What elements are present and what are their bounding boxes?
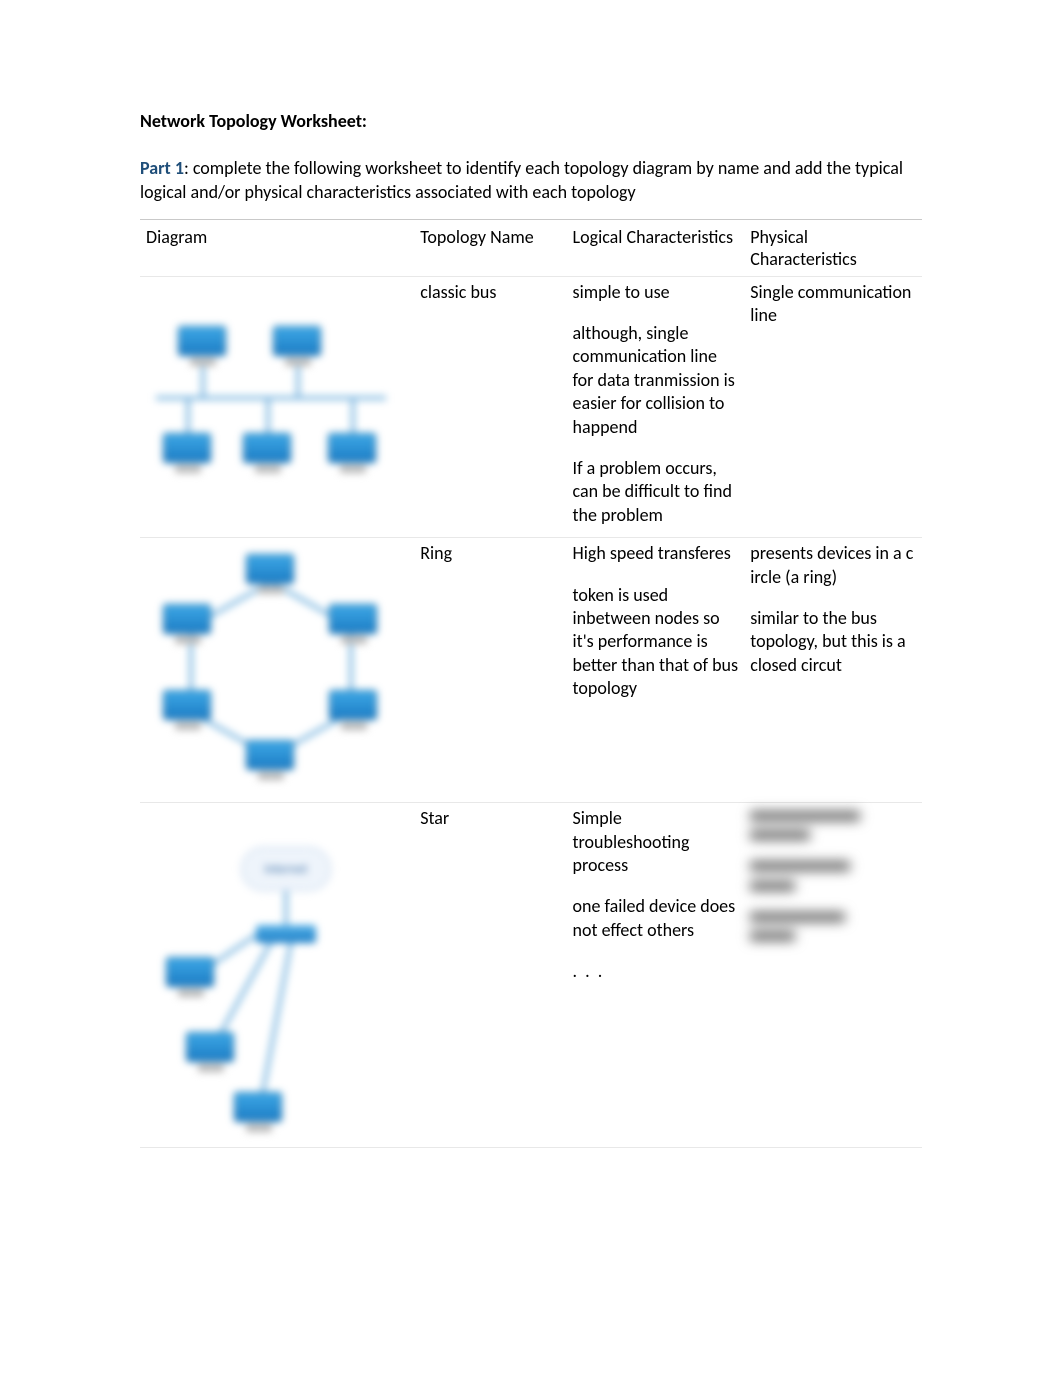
- physical-text: presents devices in a c ircle (a ring): [750, 542, 916, 589]
- col-header-logical: Logical Characteristics: [567, 219, 745, 276]
- physical-text: similar to the bus topology, but this is…: [750, 607, 916, 677]
- drop-cable: [201, 366, 205, 396]
- logical-text: If a problem occurs, can be difficult to…: [573, 457, 739, 527]
- diagram-cell: Internet: [140, 803, 414, 1148]
- col-header-name: Topology Name: [414, 219, 566, 276]
- logical-cell: High speed transferes token is used inbe…: [567, 538, 745, 803]
- physical-cell: presents devices in a c ircle (a ring) s…: [744, 538, 922, 803]
- logical-text: one failed device does not effect others: [573, 895, 739, 942]
- col-header-diagram: Diagram: [140, 219, 414, 276]
- topology-name-cell: classic bus: [414, 276, 566, 538]
- logical-text: Simple troubleshooting process: [573, 807, 739, 877]
- diagram-cell: [140, 276, 414, 538]
- bus-diagram: [146, 281, 396, 511]
- drop-cable: [266, 398, 270, 433]
- pc-icon: [329, 690, 379, 730]
- table-row: Internet S: [140, 803, 922, 1148]
- ellipsis-icon: . . .: [573, 960, 739, 982]
- part-intro: Part 1: complete the following worksheet…: [140, 156, 922, 205]
- pc-icon: [329, 604, 379, 644]
- pc-icon: [328, 433, 378, 473]
- topology-name-cell: Ring: [414, 538, 566, 803]
- topology-name: classic bus: [420, 281, 496, 303]
- table-header-row: Diagram Topology Name Logical Characteri…: [140, 219, 922, 276]
- pc-icon: [163, 433, 213, 473]
- logical-text: token is used inbetween nodes so it's pe…: [573, 584, 739, 701]
- logical-cell: simple to use although, single communica…: [567, 276, 745, 538]
- col-header-physical: Physical Characteristics: [744, 219, 922, 276]
- pc-icon: [163, 604, 213, 644]
- logical-text: simple to use: [573, 281, 739, 304]
- physical-text: Single communication line: [750, 281, 916, 328]
- diagram-cell: [140, 538, 414, 803]
- worksheet-table: Diagram Topology Name Logical Characteri…: [140, 219, 922, 1149]
- pc-icon: [234, 1092, 284, 1132]
- physical-cell: Single communication line: [744, 276, 922, 538]
- logical-cell: Simple troubleshooting process one faile…: [567, 803, 745, 1148]
- table-row: Ring High speed transferes token is used…: [140, 538, 922, 803]
- pc-icon: [246, 740, 296, 780]
- pc-icon: [166, 957, 216, 997]
- pc-icon: [273, 326, 323, 366]
- table-row: classic bus simple to use although, sing…: [140, 276, 922, 538]
- page: Network Topology Worksheet: Part 1: comp…: [0, 0, 1062, 1208]
- drop-cable: [186, 398, 190, 433]
- drop-cable: [351, 398, 355, 433]
- star-diagram: Internet: [146, 807, 396, 1137]
- physical-cell: [744, 803, 922, 1148]
- hub-icon: [256, 925, 316, 943]
- part-intro-text: : complete the following worksheet to id…: [140, 157, 903, 203]
- pc-icon: [243, 433, 293, 473]
- drop-cable: [296, 366, 300, 396]
- topology-name: Star: [420, 807, 449, 829]
- topology-name-cell: Star: [414, 803, 566, 1148]
- ring-diagram: [146, 542, 396, 792]
- blurred-text: [750, 807, 916, 946]
- worksheet-title: Network Topology Worksheet:: [140, 110, 922, 132]
- pc-icon: [246, 554, 296, 594]
- logical-text: High speed transferes: [573, 542, 739, 565]
- part-label: Part 1: [140, 157, 184, 179]
- logical-text: although, single communication line for …: [573, 322, 739, 439]
- pc-icon: [186, 1032, 236, 1072]
- pc-icon: [178, 326, 228, 366]
- pc-icon: [163, 690, 213, 730]
- topology-name: Ring: [420, 542, 452, 564]
